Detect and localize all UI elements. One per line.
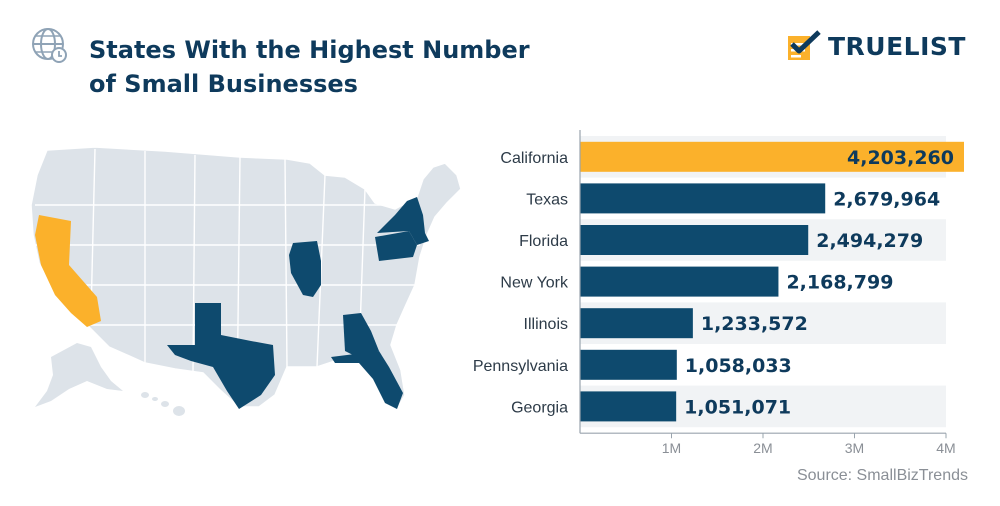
bar-illinois [580,308,693,339]
bar-california [580,141,964,172]
value-label: 2,679,964 [833,188,940,210]
bar-new-york [580,266,779,297]
map-alaska [35,343,123,407]
x-tick-label: 1M [662,440,681,456]
value-label: 2,494,279 [816,230,923,252]
bar-georgia [580,391,677,422]
map-hawaii [141,392,185,416]
map-state-new-york [377,197,429,245]
bar-florida [580,225,809,255]
title-line-1: States With the Highest Number [89,36,530,64]
globe-icon [32,28,67,63]
map-state-florida [331,351,403,409]
category-label: Pennsylvania [473,358,568,375]
category-label: Illinois [524,316,568,333]
x-tick-label: 2M [753,440,772,456]
checklist-icon [788,30,821,60]
category-label: California [500,150,568,167]
truelist-logo: TRUELIST [786,30,966,62]
x-tick-label: 3M [845,440,864,456]
category-label: Georgia [511,399,568,416]
bar-pennsylvania [580,349,677,380]
map-state-texas [167,303,275,409]
logo-text: TRUELIST [828,31,966,61]
category-label: Florida [519,233,568,250]
x-tick-label: 4M [936,440,955,456]
source-note: Source: SmallBizTrends [796,467,968,484]
title-line-2: of Small Businesses [89,70,358,98]
bar-chart: California Texas Florida New York Illinois Pe… [473,130,964,456]
value-label: 1,058,033 [685,355,792,377]
bar-texas [580,183,826,214]
value-label: 1,233,572 [701,313,808,335]
value-label: 1,051,071 [684,396,791,418]
map-state-illinois [289,241,321,297]
map-state-georgia [343,313,379,357]
map-state-pennsylvania [375,231,417,261]
category-label: New York [500,275,569,292]
us-map [30,146,462,416]
value-label: 4,203,260 [847,147,954,169]
map-state-california [35,215,101,327]
value-label: 2,168,799 [786,272,893,294]
category-label: Texas [526,191,568,208]
page-title: States With the Highest Number of Small … [89,33,609,101]
